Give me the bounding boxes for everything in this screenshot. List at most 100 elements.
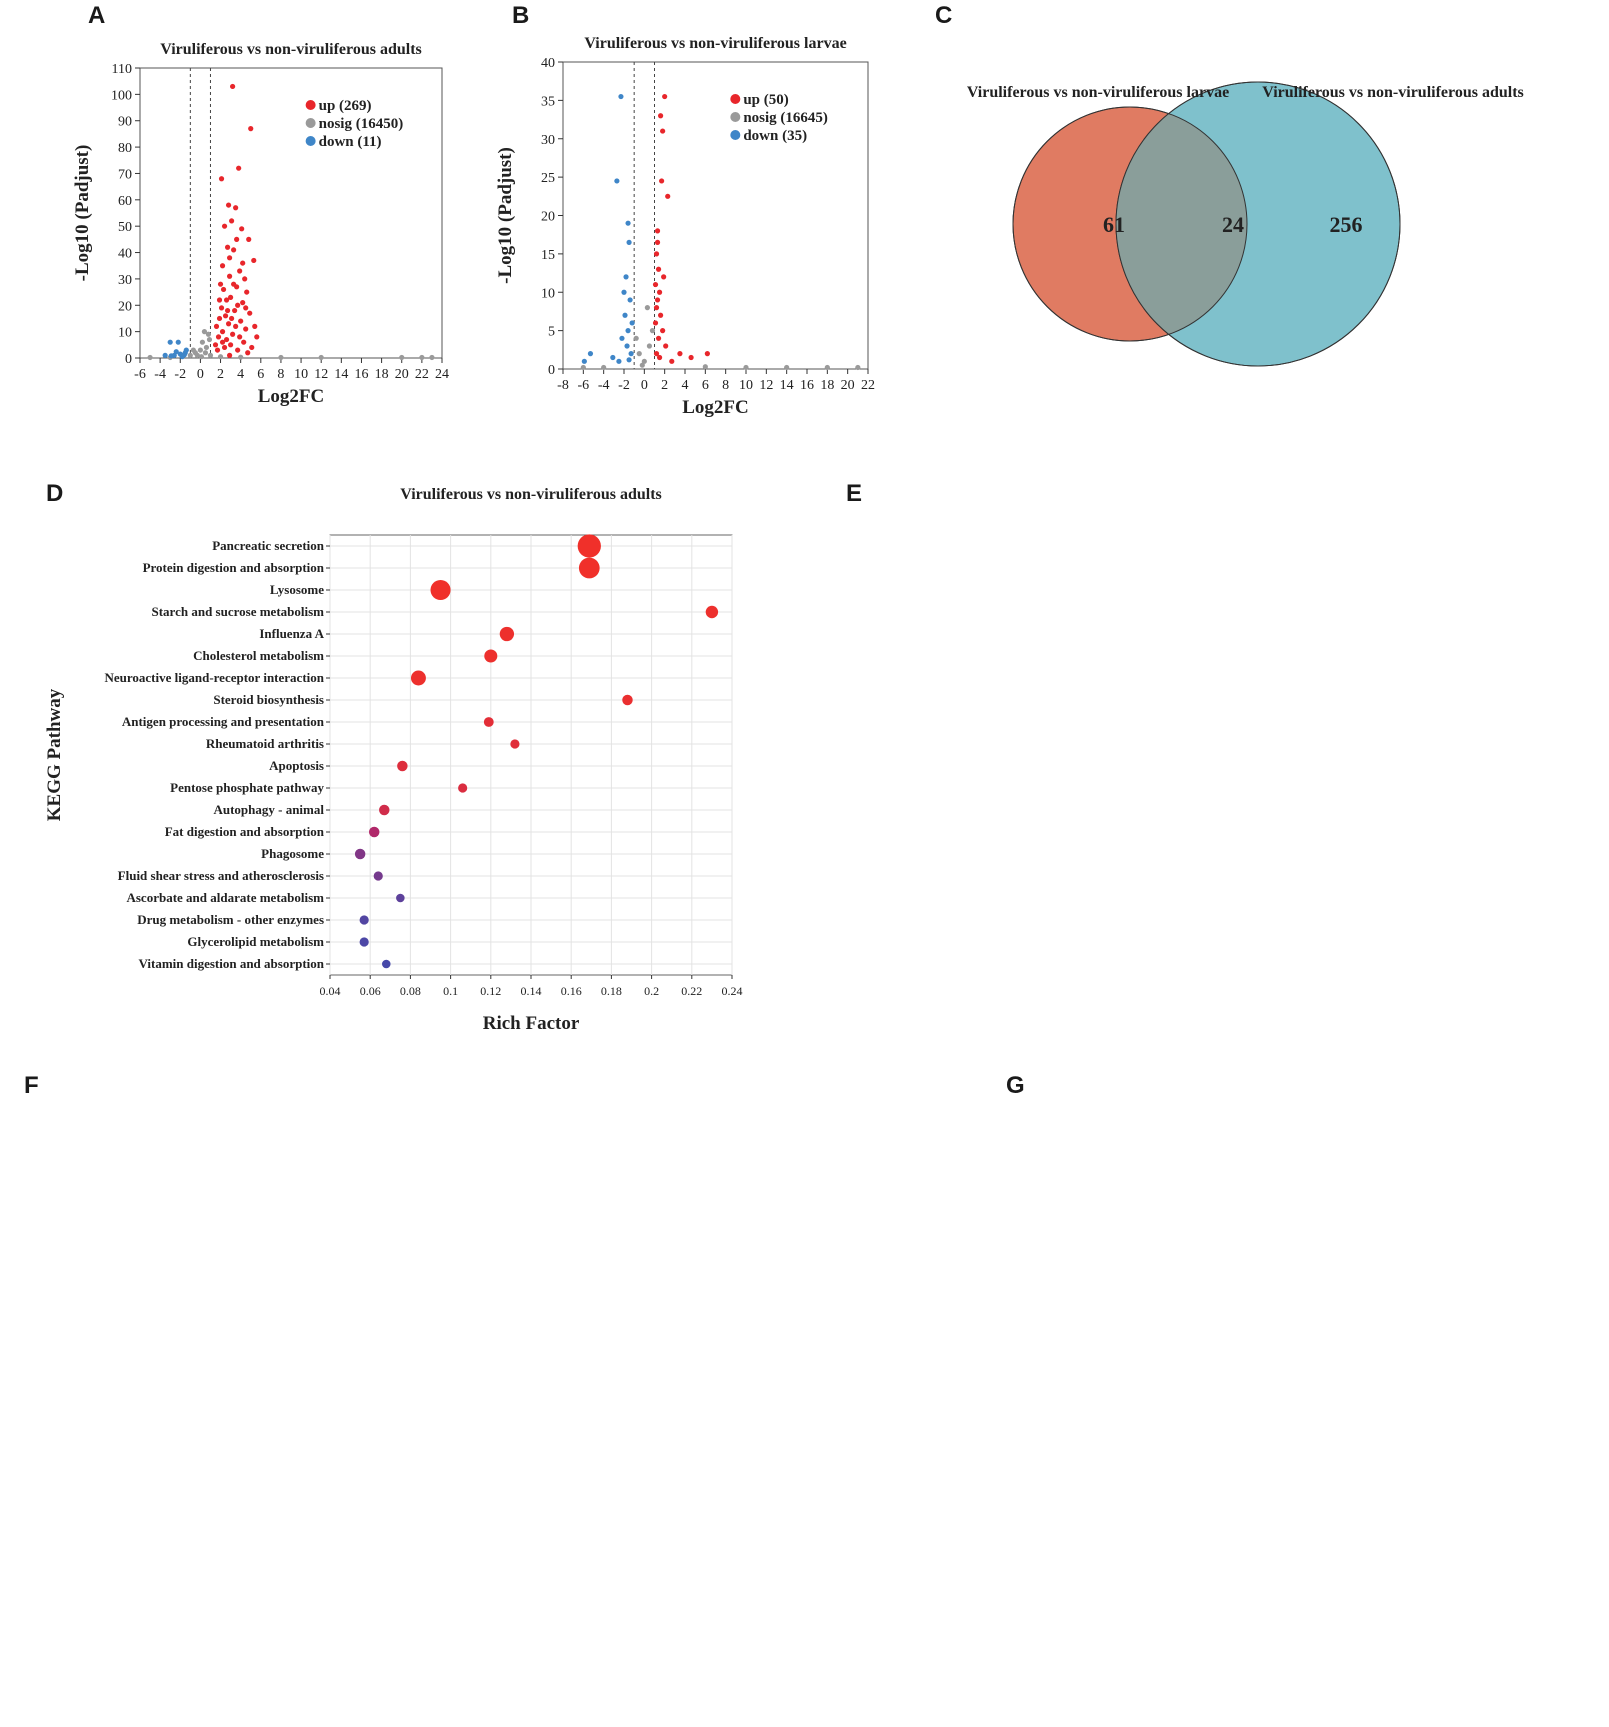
pathway-label: Glycerolipid metabolism [187,934,324,949]
x-tick-label: 0.1 [443,984,458,998]
pathway-label: Pentose phosphate pathway [170,780,324,795]
y-tick-label: 30 [118,273,132,288]
point-down [626,239,632,245]
point-down [177,351,183,357]
bubble-point [382,959,391,969]
x-tick-label: 16 [354,367,368,382]
x-tick-label: -4 [598,378,610,393]
point-up [235,347,241,353]
point-up [224,244,231,250]
bubble-point [359,937,369,947]
point-down [614,178,620,184]
venn-outline-right [1115,81,1401,367]
point-up [228,294,234,300]
point-nosig [824,364,830,371]
venn-overlap [1116,107,1247,341]
x-tick-label: 8 [722,378,729,393]
bubble-point [397,760,408,772]
point-up [229,315,235,322]
point-up [655,335,662,341]
point-down [167,339,173,345]
chart-title: Viruliferous vs non-viruliferous adults [400,486,662,503]
point-up [242,276,248,282]
panel-label-f: F [24,1072,39,1099]
pathway-label: Phagosome [261,846,324,861]
venn-outline-left [1012,106,1248,342]
point-up [224,307,231,314]
point-nosig [318,354,324,361]
y-tick-label: 20 [541,210,555,225]
point-up [655,266,662,272]
y-tick-label: 90 [118,115,132,130]
point-up [231,247,237,253]
venn-set-label-left: Viruliferous vs non-viruliferous larvae [967,84,1229,101]
point-down [624,343,630,349]
point-nosig [784,364,790,371]
pathway-label: Apoptosis [269,758,324,773]
pathway-label: Fat digestion and absorption [165,824,325,839]
pathway-label: Vitamin digestion and absorption [138,956,324,971]
x-tick-label: 10 [739,378,753,393]
point-up [232,307,238,314]
y-tick-label: 10 [118,326,132,341]
y-axis-label: KEGG Pathway [44,688,65,821]
point-up [243,305,249,311]
x-tick-label: 20 [841,378,855,393]
x-tick-label: 16 [800,378,814,393]
point-down [627,297,633,303]
y-tick-label: 35 [541,94,555,109]
x-tick-label: 14 [780,378,794,393]
y-tick-label: 20 [118,299,132,314]
x-tick-label: 22 [861,378,875,393]
x-tick-label: 0.12 [480,984,501,998]
point-nosig [190,347,196,353]
pathway-label: Drug metabolism - other enzymes [137,912,324,927]
point-up [660,128,666,134]
point-up [652,281,659,288]
point-up [688,354,694,361]
point-up [229,218,235,224]
bubble-point [359,915,369,925]
point-up [237,268,243,274]
point-up [246,236,252,242]
x-axis-label: Log2FC [682,397,749,418]
point-up [238,318,244,324]
point-up [225,202,232,208]
bubble-point [483,717,494,727]
point-nosig [238,354,244,360]
pathway-label: Starch and sucrose metabolism [152,604,325,619]
point-up [665,193,671,199]
pathway-label: Rheumatoid arthritis [206,736,324,751]
panel-label-d: D [46,480,64,507]
x-tick-label: -6 [134,367,146,382]
bubble-point [499,626,515,642]
legend-label-nosig: nosig (16645) [743,110,828,126]
legend-label-up: up (50) [743,92,788,108]
y-tick-label: 25 [541,171,555,186]
point-up [214,347,221,353]
x-tick-label: -2 [174,367,186,382]
x-tick-label: 4 [237,367,244,382]
x-tick-label: 18 [820,378,834,393]
y-tick-label: 10 [541,286,555,301]
x-tick-label: -2 [618,378,630,393]
point-nosig [197,347,203,353]
point-nosig [205,331,212,337]
y-tick-label: 60 [118,194,132,209]
x-tick-label: 12 [759,378,773,393]
point-nosig [194,352,200,358]
point-down [173,349,179,355]
point-up [656,354,663,361]
x-tick-label: 0.06 [360,984,381,998]
point-up [215,334,222,340]
point-down [625,220,631,226]
x-tick-label: -6 [577,378,589,393]
bubble-point [484,649,498,663]
legend-marker-down [305,136,316,146]
point-up [222,313,229,319]
x-tick-label: 0.24 [722,984,743,998]
point-up [233,323,239,329]
x-tick-label: 2 [661,378,668,393]
point-up [226,352,233,358]
point-nosig [644,305,650,311]
